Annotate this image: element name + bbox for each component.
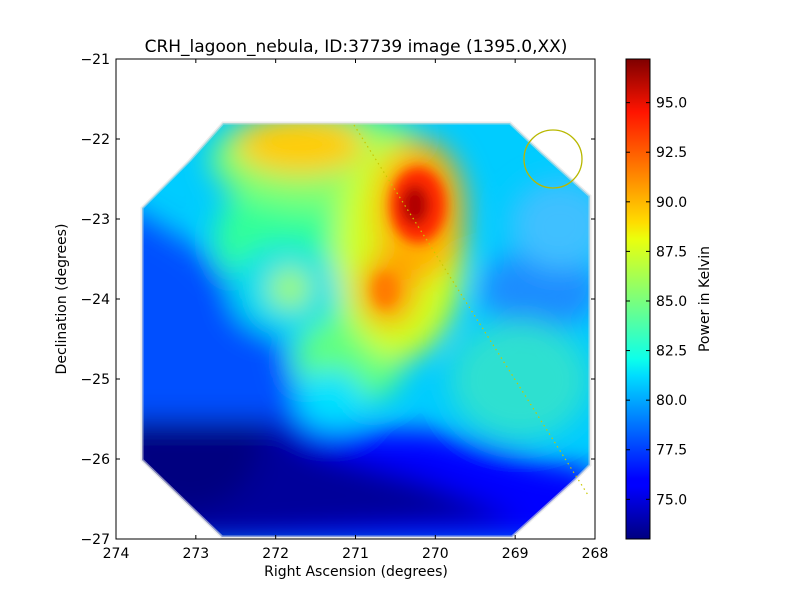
y-tick-label: −26 bbox=[80, 452, 110, 468]
x-tick-label: 273 bbox=[182, 546, 209, 562]
y-tick-label: −22 bbox=[80, 132, 110, 148]
colorbar bbox=[625, 58, 651, 540]
x-tick-label: 271 bbox=[342, 546, 369, 562]
colorbar-tick-label: 77.5 bbox=[656, 443, 687, 459]
heatmap-image bbox=[142, 123, 590, 537]
colorbar-tick-label: 82.5 bbox=[656, 344, 687, 360]
colorbar-tick-label: 80.0 bbox=[656, 393, 687, 409]
y-axis: −21 −22 −23 −24 −25 −26 −27 bbox=[80, 52, 595, 548]
colorbar-tick-label: 85.0 bbox=[656, 294, 687, 310]
map-edge bbox=[140, 121, 592, 539]
x-tick-label: 272 bbox=[262, 546, 289, 562]
x-axis-label: Right Ascension (degrees) bbox=[264, 564, 448, 580]
y-tick-label: −23 bbox=[80, 212, 110, 228]
x-axis: 274 273 272 271 270 269 268 bbox=[103, 59, 609, 562]
x-tick-label: 274 bbox=[103, 546, 130, 562]
colorbar-label: Power in Kelvin bbox=[697, 246, 713, 352]
x-tick-label: 268 bbox=[582, 546, 609, 562]
y-tick-label: −24 bbox=[80, 292, 110, 308]
colorbar-tick-label: 92.5 bbox=[656, 145, 687, 161]
y-axis-label: Declination (degrees) bbox=[54, 224, 70, 375]
y-tick-label: −25 bbox=[80, 372, 110, 388]
beam-circle-overlay bbox=[523, 129, 583, 189]
y-tick-label: −27 bbox=[80, 532, 110, 548]
colorbar-tick-label: 87.5 bbox=[656, 244, 687, 260]
colorbar-tick-label: 95.0 bbox=[656, 96, 687, 112]
chart-title: CRH_lagoon_nebula, ID:37739 image (1395.… bbox=[145, 37, 568, 57]
x-tick-label: 269 bbox=[502, 546, 529, 562]
x-tick-label: 270 bbox=[422, 546, 449, 562]
colorbar-ticks: 75.0 77.5 80.0 82.5 85.0 87.5 90.0 92.5 95.0 bbox=[626, 96, 687, 508]
y-tick-label: −21 bbox=[80, 52, 110, 68]
colorbar-tick-label: 90.0 bbox=[656, 195, 687, 211]
colorbar-tick-label: 75.0 bbox=[656, 492, 687, 508]
